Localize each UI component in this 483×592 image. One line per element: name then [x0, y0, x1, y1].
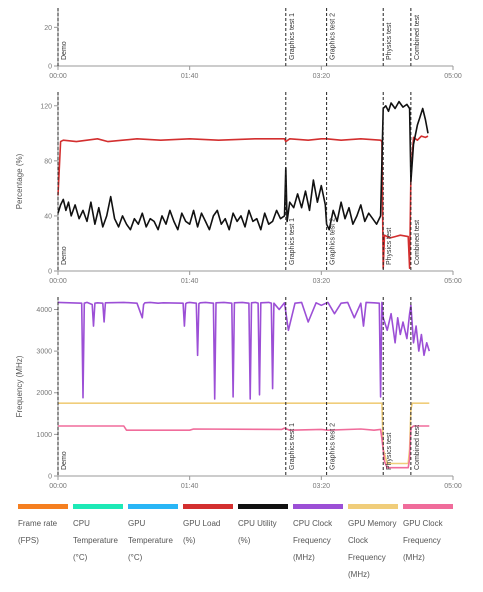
legend: Frame rate (FPS) CPU Temperature (°C) GP…: [18, 504, 478, 584]
y-tick-label: 0: [48, 269, 52, 276]
x-tick-label: 05:00: [444, 278, 462, 285]
x-tick-label: 01:40: [181, 483, 199, 490]
legend-item-cpu-clock[interactable]: CPU Clock Frequency (MHz): [293, 504, 345, 566]
x-tick-label: 03:20: [313, 73, 331, 80]
marker-label-physics-test: Physics test: [386, 433, 393, 470]
x-tick-label: 00:00: [49, 278, 67, 285]
legend-label-cpu-temperature: CPU Temperature (°C): [73, 519, 118, 562]
legend-swatch-gpu-temperature: [128, 504, 178, 509]
y-tick-label: 3000: [36, 349, 52, 356]
marker-label-graphics-test-2: Graphics test 2: [330, 13, 337, 60]
legend-item-cpu-temperature[interactable]: CPU Temperature (°C): [73, 504, 125, 566]
y-tick-label: 4000: [36, 307, 52, 314]
y-tick-label: 1000: [36, 432, 52, 439]
legend-label-frame-rate: Frame rate (FPS): [18, 519, 58, 545]
series-line-gpu-clock-frequency-mhz: [58, 425, 430, 469]
legend-swatch-cpu-temperature: [73, 504, 123, 509]
series-line-cpu-utility: [57, 100, 429, 231]
y-tick-label: 2000: [36, 390, 52, 397]
x-tick-label: 01:40: [181, 278, 199, 285]
y-tick-label: 80: [44, 158, 52, 165]
marker-label-demo: Demo: [61, 246, 68, 265]
series-line-gpu-memory-clock-frequency-mhz: [58, 402, 430, 465]
x-tick-label: 01:40: [181, 73, 199, 80]
x-tick-label: 00:00: [49, 73, 67, 80]
marker-label-combined-test: Combined test: [414, 15, 421, 60]
legend-item-gpu-clock[interactable]: GPU Clock Frequency (MHz): [403, 504, 455, 566]
series-line-cpu-clock-frequency-mhz: [57, 301, 431, 400]
marker-label-physics-test: Physics test: [386, 23, 393, 60]
legend-label-gpu-temperature: GPU Temperature (°C): [128, 519, 173, 562]
marker-label-graphics-test-1: Graphics test 1: [289, 13, 296, 60]
legend-swatch-cpu-clock: [293, 504, 343, 509]
x-tick-label: 05:00: [444, 483, 462, 490]
x-tick-label: 05:00: [444, 73, 462, 80]
marker-label-combined-test: Combined test: [414, 425, 421, 470]
x-tick-label: 03:20: [313, 483, 331, 490]
marker-label-demo: Demo: [61, 41, 68, 60]
legend-item-cpu-utility[interactable]: CPU Utility (%): [238, 504, 290, 549]
legend-swatch-gpu-memory-clock: [348, 504, 398, 509]
charts-svg: 0 20 00:00 01:40 03:20 05:00 Demo Graphics test…: [15, 8, 462, 490]
legend-label-cpu-clock: CPU Clock Frequency (MHz): [293, 519, 333, 562]
marker-label-graphics-test-1: Graphics test 1: [289, 218, 296, 265]
legend-item-gpu-load[interactable]: GPU Load (%): [183, 504, 235, 549]
legend-item-gpu-temperature[interactable]: GPU Temperature (°C): [128, 504, 180, 566]
legend-swatch-frame-rate: [18, 504, 68, 509]
marker-label-graphics-test-1: Graphics test 1: [289, 423, 296, 470]
legend-swatch-gpu-load: [183, 504, 233, 509]
legend-label-gpu-load: GPU Load (%): [183, 519, 221, 545]
marker-label-demo: Demo: [61, 451, 68, 470]
y-tick-label: 20: [44, 25, 52, 32]
y-tick-label: 0: [48, 474, 52, 481]
y-axis-title: Frequency (MHz): [15, 355, 24, 417]
y-tick-label: 0: [48, 64, 52, 71]
marker-label-graphics-test-2: Graphics test 2: [330, 423, 337, 470]
marker-label-combined-test: Combined test: [414, 220, 421, 265]
y-axis-title: Percentage (%): [15, 153, 24, 209]
series-line-gpu-load: [57, 135, 429, 270]
marker-label-physics-test: Physics test: [386, 228, 393, 265]
legend-label-gpu-clock: GPU Clock Frequency (MHz): [403, 519, 443, 562]
legend-item-gpu-memory-clock[interactable]: GPU Memory Clock Frequency (MHz): [348, 504, 400, 583]
legend-item-frame-rate[interactable]: Frame rate (FPS): [18, 504, 70, 549]
legend-swatch-gpu-clock: [403, 504, 453, 509]
legend-label-gpu-memory-clock: GPU Memory Clock Frequency (MHz): [348, 519, 397, 579]
x-tick-label: 03:20: [313, 278, 331, 285]
y-tick-label: 120: [40, 103, 52, 110]
legend-swatch-cpu-utility: [238, 504, 288, 509]
marker-label-graphics-test-2: Graphics test 2: [330, 218, 337, 265]
legend-label-cpu-utility: CPU Utility (%): [238, 519, 277, 545]
y-tick-label: 40: [44, 213, 52, 220]
x-tick-label: 00:00: [49, 483, 67, 490]
